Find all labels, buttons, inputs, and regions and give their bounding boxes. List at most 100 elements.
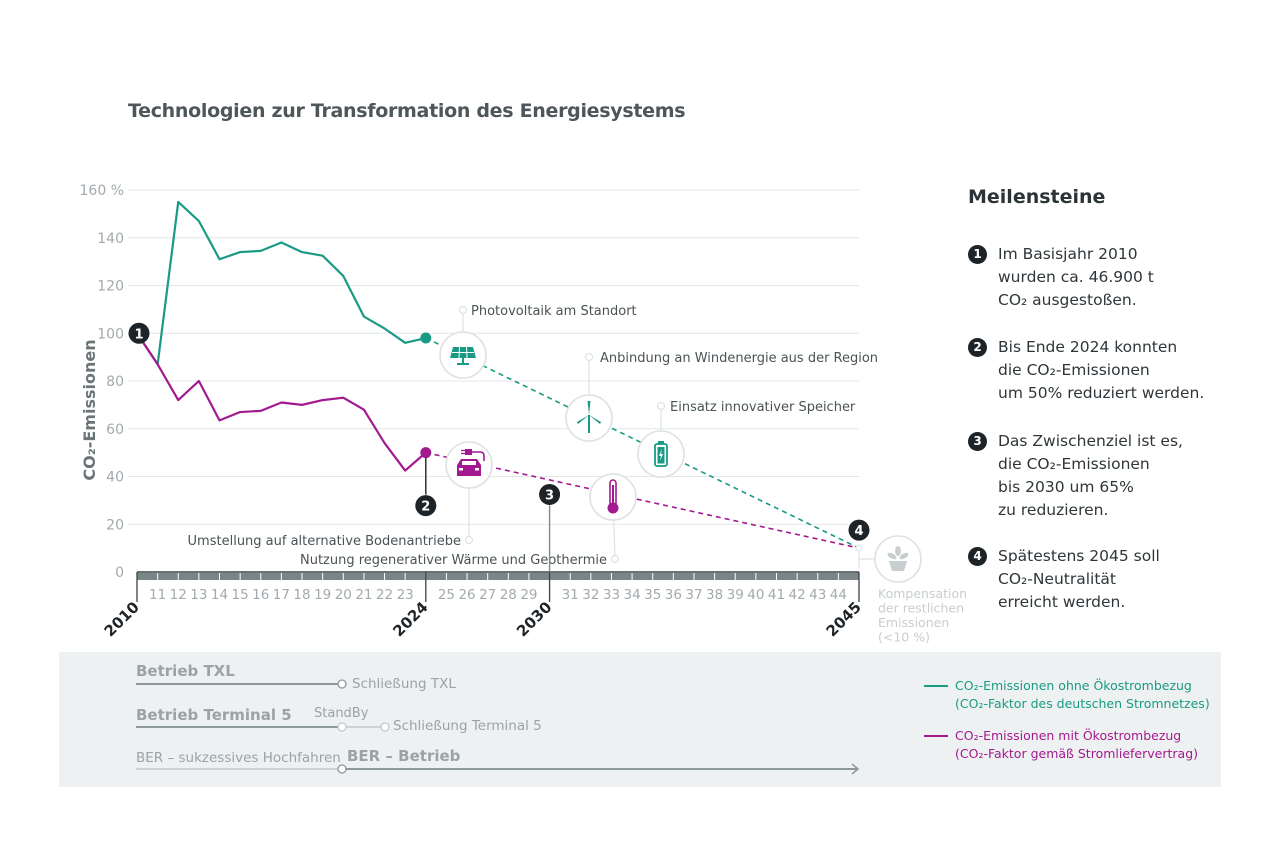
x-axis-bar (137, 573, 859, 580)
x-tick-label: 22 (376, 587, 393, 603)
turbine-blade (577, 415, 589, 424)
x-tick-label: 31 (562, 587, 579, 603)
y-tick-label: 40 (106, 470, 124, 486)
milestone-marker-3: 3 (968, 432, 987, 451)
solar-grid (466, 346, 468, 359)
chart-title: Technologien zur Transformation des Ener… (128, 100, 686, 122)
x-tick-label: 35 (644, 587, 661, 603)
thermometer-mercury (612, 485, 614, 505)
timeline-label-ber-operation: BER – Betrieb (347, 747, 461, 765)
battery-icon (654, 441, 668, 467)
plant-leaf (895, 546, 901, 556)
milestones-heading: Meilensteine (968, 186, 1106, 208)
x-tick-label: 44 (830, 587, 847, 603)
annotation-label-line: der restlichen (878, 601, 964, 616)
y-axis-label: CO₂-Emissionen (80, 339, 99, 480)
milestone-text: Bis Ende 2024 konnten die CO₂-Emissionen… (998, 338, 1205, 402)
annotation-label-line: Nutzung regenerativer Wärme und Geotherm… (300, 553, 607, 568)
y-tick-label: 20 (106, 517, 124, 533)
annotation-label: Nutzung regenerativer Wärme und Geotherm… (300, 553, 607, 568)
x-tick-label: 16 (252, 587, 269, 603)
annotation-battery: Einsatz innovativer Speicher (637, 400, 856, 478)
annotation-electric-car: Umstellung auf alternative Bodenantriebe (188, 441, 493, 549)
x-tick-label: 13 (190, 587, 207, 603)
annotation-label: Umstellung auf alternative Bodenantriebe (188, 534, 461, 549)
car-plug (465, 449, 472, 455)
annotation-label-line: Anbindung an Windenergie aus der Region (600, 351, 878, 366)
y-tick-label: 160 % (80, 183, 124, 199)
milestone-marker-label: 2 (421, 500, 430, 515)
x-tick-label: 11 (149, 587, 166, 603)
milestone-marker-3 (539, 483, 561, 505)
x-tick-label: 27 (479, 587, 496, 603)
solar-base (457, 363, 469, 365)
y-tick-label: 0 (115, 565, 124, 581)
x-tick-label: 17 (273, 587, 290, 603)
t5-closure-dot (380, 722, 390, 732)
x-tick-label: 41 (768, 587, 785, 603)
x-tick-label: 39 (727, 587, 744, 603)
turbine-blade (587, 401, 591, 415)
car-light (475, 468, 479, 471)
thermometer-icon (607, 479, 619, 514)
x-tick-label: 20 (335, 587, 352, 603)
car-window (462, 461, 476, 465)
annotation-label-line: Photovoltaik am Standort (471, 304, 637, 319)
annotation-anchor-dot (458, 305, 468, 315)
timeline-label-ber-rampup: BER – sukzessives Hochfahren (136, 750, 341, 766)
annotation-label-line: Umstellung auf alternative Bodenantriebe (188, 534, 461, 549)
milestone-marker-label: 3 (545, 488, 554, 503)
x-tick-label: 29 (520, 587, 537, 603)
legend-text: CO₂-Emissionen ohne Ökostrombezug (CO₂-F… (955, 678, 1210, 711)
x-tick-label: 43 (809, 587, 826, 603)
x-tick-label: 42 (789, 587, 806, 603)
solar-panel-icon (450, 346, 476, 365)
arrow-right-icon (851, 763, 860, 775)
milestone-marker-4 (848, 519, 870, 541)
annotation-thermometer: Nutzung regenerativer Wärme und Geotherm… (300, 473, 637, 568)
y-tick-label: 60 (106, 422, 124, 438)
txl-closure-dot (337, 679, 347, 689)
icon-circle (874, 535, 922, 583)
annotation-label: Einsatz innovativer Speicher (670, 400, 856, 415)
milestone-text: Das Zwischenziel ist es, die CO₂-Emissio… (998, 432, 1183, 519)
wind-turbine-icon (577, 401, 601, 433)
annotation-label-line: Kompensation (878, 586, 967, 601)
timeline-panel (59, 652, 1221, 787)
plant-leaf (899, 552, 909, 560)
projection-line (425, 451, 860, 549)
y-tick-label: 100 (97, 326, 124, 342)
x-tick-label: 15 (232, 587, 249, 603)
milestone-text: Spätestens 2045 soll CO₂-Neutralität err… (998, 547, 1160, 611)
annotation-anchor-dot (656, 401, 666, 411)
solar-grid (458, 346, 460, 359)
y-tick-label: 80 (106, 374, 124, 390)
series-line-without-green-power (136, 200, 427, 366)
milestone-marker-2: 2 (968, 338, 987, 357)
x-tick-label: 25 (438, 587, 455, 603)
annotation-label: Anbindung an Windenergie aus der Region (600, 351, 878, 366)
solar-stand (462, 358, 464, 364)
y-tick-label: 140 (97, 231, 124, 247)
milestone-marker-1: 1 (968, 245, 987, 264)
annotation-label: Kompensation der restlichen Emissionen (<10… (878, 586, 967, 645)
milestone-marker-label: 4 (854, 524, 863, 539)
t5-standby-dot (337, 722, 347, 732)
timeline-label-txl: Betrieb TXL (136, 662, 235, 680)
car-light (459, 468, 463, 471)
annotation-label-line: Emissionen (878, 615, 949, 630)
ber-start-dot (337, 764, 347, 774)
x-tick-label: 34 (623, 587, 640, 603)
legend-swatch-teal (924, 685, 948, 687)
annotation-label: Photovoltaik am Standort (471, 304, 637, 319)
legend-swatch-magenta (924, 735, 948, 737)
data-point-2024 (420, 332, 432, 344)
turbine-blade (589, 415, 601, 424)
timeline-end-label-txl: Schließung TXL (352, 676, 456, 692)
x-tick-label: 14 (211, 587, 228, 603)
milestone-marker-2 (415, 495, 437, 517)
plant-leaf (887, 552, 897, 560)
electric-car-icon (457, 449, 485, 476)
x-tick-label: 18 (293, 587, 310, 603)
milestone-text: Im Basisjahr 2010 wurden ca. 46.900 t CO… (998, 245, 1154, 309)
